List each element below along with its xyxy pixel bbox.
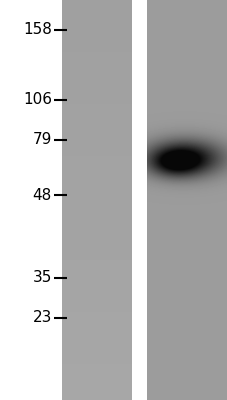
Text: 35: 35 <box>32 270 52 286</box>
Text: 79: 79 <box>32 132 52 148</box>
Text: 106: 106 <box>23 92 52 108</box>
Text: 48: 48 <box>33 188 52 202</box>
Bar <box>131 0 146 400</box>
Text: 158: 158 <box>23 22 52 38</box>
Text: 23: 23 <box>32 310 52 326</box>
